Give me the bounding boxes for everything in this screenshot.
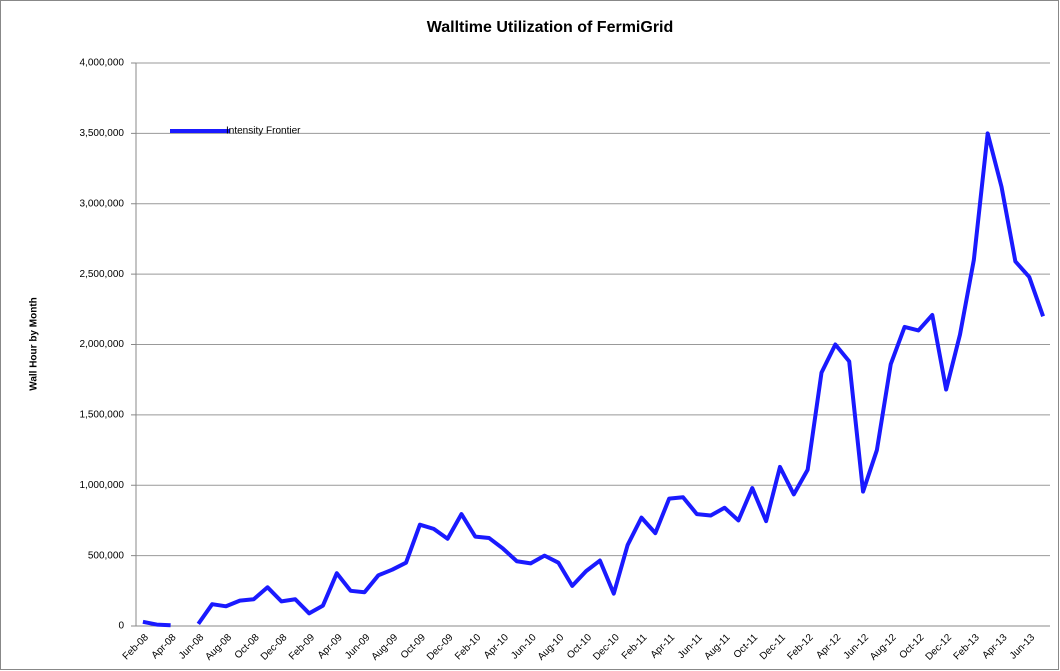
y-tick-label: 1,500,000 xyxy=(80,410,125,421)
y-tick-label: 500,000 xyxy=(88,550,125,561)
legend-label: Intensity Frontier xyxy=(226,126,301,137)
y-tick-label: 1,000,000 xyxy=(80,480,125,491)
y-tick-label: 2,500,000 xyxy=(80,269,125,280)
series-line xyxy=(142,131,1045,628)
y-tick-label: 0 xyxy=(118,621,124,632)
y-tick-label: 3,000,000 xyxy=(80,198,125,209)
y-tick-label: 2,000,000 xyxy=(80,339,125,350)
y-axis-title: Wall Hour by Month xyxy=(29,297,40,391)
y-tick-label: 3,500,000 xyxy=(80,128,125,139)
y-tick-label: 4,000,000 xyxy=(80,58,125,69)
chart-title: Walltime Utilization of FermiGrid xyxy=(427,19,674,36)
